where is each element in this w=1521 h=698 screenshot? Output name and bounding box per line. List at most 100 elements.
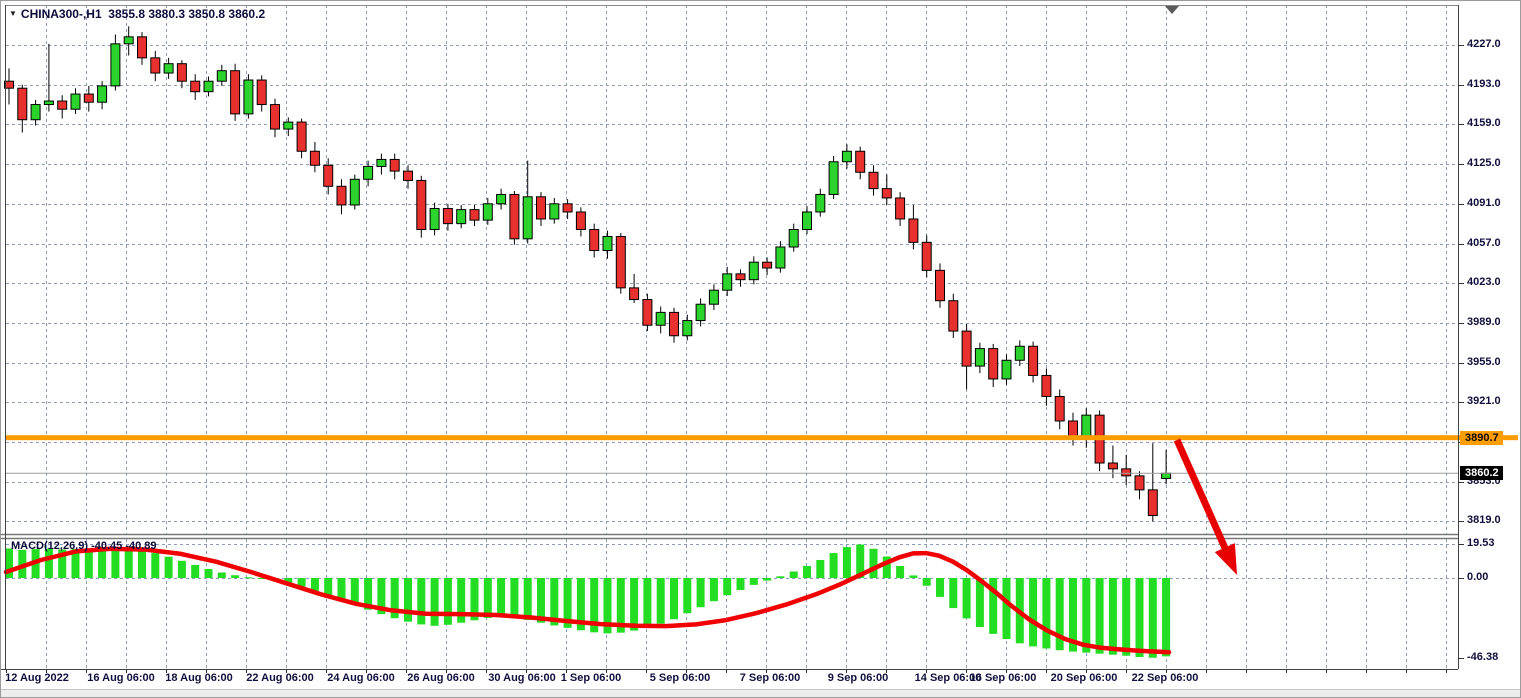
- candle-body: [1121, 468, 1132, 477]
- time-tick-label: 14 Sep 06:00: [914, 672, 982, 684]
- panel-separator[interactable]: [1, 534, 1458, 539]
- time-tick-label: 16 Sep 06:00: [969, 672, 1037, 684]
- macd-bar: [763, 578, 772, 581]
- macd-bar: [1042, 578, 1051, 649]
- macd-bar: [204, 569, 213, 578]
- macd-level-label: 0.00: [1467, 571, 1489, 583]
- collapse-chart-icon[interactable]: ▼: [9, 9, 17, 18]
- candle-body: [708, 289, 719, 305]
- macd-bar: [191, 564, 200, 578]
- macd-bar: [709, 578, 718, 602]
- macd-bar: [164, 556, 173, 578]
- candle-body: [961, 330, 972, 367]
- price-tick-label: 4023.0: [1467, 276, 1501, 289]
- candle-body: [97, 85, 108, 103]
- macd-bar: [18, 549, 27, 578]
- macd-bar: [723, 578, 732, 596]
- candle-body: [788, 228, 799, 248]
- candle-body: [456, 209, 467, 225]
- time-tick-label: 1 Sep 06:00: [560, 672, 622, 684]
- candle-body: [974, 348, 985, 367]
- macd-indicator-label: MACD(12,26,9) -40.45 -40.89: [11, 540, 157, 552]
- price-tick-label: 4227.0: [1467, 38, 1501, 50]
- candle-body: [615, 235, 626, 289]
- candle-body: [4, 80, 14, 89]
- macd-bar: [257, 578, 266, 580]
- candle-body: [403, 170, 413, 181]
- macd-bar: [829, 553, 838, 578]
- current-price-badge: 3860.2: [1460, 466, 1503, 481]
- candle-body: [43, 100, 54, 106]
- macd-bar: [337, 578, 346, 601]
- candle-body: [735, 273, 746, 281]
- candle-body: [695, 303, 706, 322]
- candle-body: [1134, 475, 1145, 491]
- macd-bar: [1069, 578, 1077, 652]
- macd-bar: [630, 578, 639, 631]
- macd-bar: [603, 578, 612, 634]
- candle-body: [1054, 395, 1065, 422]
- macd-bar: [1002, 578, 1011, 640]
- macd-bar: [111, 549, 120, 578]
- candle-body: [549, 203, 560, 220]
- candle-body: [496, 193, 507, 205]
- macd-bar: [842, 547, 851, 578]
- candle-body: [150, 57, 161, 74]
- candle-body: [349, 178, 360, 206]
- macd-bar: [576, 578, 585, 631]
- time-tick-label: 30 Aug 06:00: [488, 672, 556, 684]
- macd-bar: [922, 578, 931, 586]
- candle-body: [589, 228, 600, 252]
- candle-body: [881, 188, 892, 199]
- macd-bar: [364, 578, 373, 610]
- macd-bar: [962, 578, 971, 619]
- price-tick-label: 4159.0: [1467, 117, 1501, 130]
- price-tick-label: 4091.0: [1467, 196, 1501, 209]
- time-tick-label: 22 Aug 06:00: [246, 672, 314, 684]
- candle-body: [802, 211, 812, 230]
- candle-body: [176, 63, 187, 82]
- trend-arrow-annotation[interactable]: [1173, 438, 1237, 575]
- macd-signal-line: [3, 546, 1172, 655]
- candle-body: [283, 121, 294, 130]
- candle-body: [1107, 462, 1118, 470]
- macd-bar: [470, 578, 479, 621]
- candle-body: [30, 104, 41, 121]
- macd-bar: [71, 548, 80, 578]
- candle-body: [309, 150, 320, 166]
- candle-body: [908, 218, 919, 243]
- candle-body: [256, 79, 267, 106]
- macd-level-label: -46.38: [1467, 650, 1499, 663]
- macd-bar: [430, 578, 439, 626]
- price-tick-label: 4193.0: [1467, 77, 1501, 90]
- macd-bar: [803, 565, 811, 578]
- macd-bar: [563, 578, 572, 628]
- horizontal-line-object[interactable]: [6, 435, 1518, 441]
- candle-body: [988, 348, 999, 380]
- macd-bar: [124, 548, 133, 578]
- candle-body: [509, 193, 520, 240]
- macd-bar: [1148, 578, 1157, 658]
- macd-bar: [856, 544, 865, 578]
- macd-bar: [297, 578, 306, 587]
- macd-bar: [231, 575, 240, 578]
- candle-body: [522, 196, 533, 240]
- macd-histogram-layer: [5, 544, 1171, 658]
- price-tick-label: 3819.0: [1467, 514, 1501, 527]
- candle-body: [921, 241, 932, 271]
- macd-bar: [284, 578, 293, 584]
- candle-body: [123, 36, 134, 45]
- macd-bar: [390, 578, 399, 619]
- macd-bar: [869, 548, 878, 578]
- candles-layer[interactable]: [4, 26, 1172, 522]
- time-tick-label: 16 Aug 06:00: [87, 672, 155, 684]
- candle-body: [57, 100, 68, 110]
- candle-body: [216, 70, 227, 82]
- macd-bar: [350, 578, 359, 605]
- symbol-period-label: CHINA300-,H1: [20, 7, 102, 21]
- macd-bar: [656, 578, 665, 624]
- macd-bar: [1095, 578, 1104, 654]
